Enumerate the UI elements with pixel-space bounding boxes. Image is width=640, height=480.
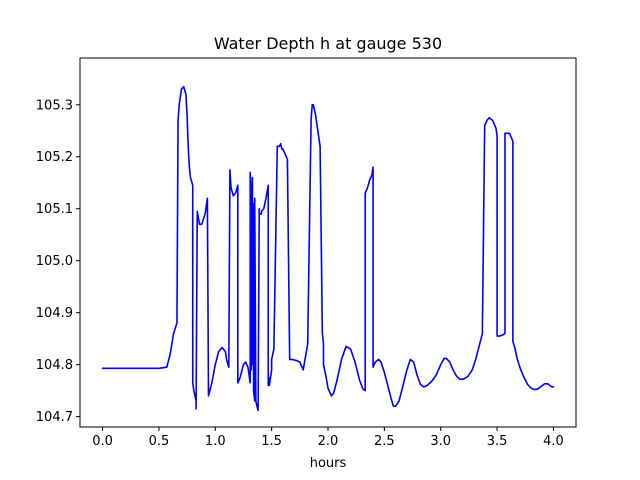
x-tick-label: 3.5 [487, 434, 508, 449]
y-tick-label: 105.0 [36, 254, 73, 269]
y-tick-label: 104.8 [36, 358, 73, 373]
x-tick-label: 3.0 [430, 434, 451, 449]
plot-frame [79, 57, 577, 428]
x-tick-label: 0.5 [149, 434, 170, 449]
chart-title: Water Depth h at gauge 530 [214, 34, 442, 53]
x-tick-label: 2.0 [318, 434, 339, 449]
x-tick-label: 0.0 [92, 434, 113, 449]
water-depth-series-line [101, 85, 555, 412]
y-tick-label: 104.9 [36, 306, 73, 321]
y-tick-label: 105.2 [36, 150, 73, 165]
plot-area [101, 85, 555, 412]
y-tick-label: 105.1 [36, 202, 73, 217]
x-axis-label: hours [310, 456, 347, 471]
x-tick-label: 1.5 [261, 434, 282, 449]
y-tick-label: 104.7 [36, 410, 73, 425]
x-tick-label: 1.0 [205, 434, 226, 449]
y-tick-label: 105.3 [36, 98, 73, 113]
axis-ticks: 0.0 0.5 1.0 1.5 2.0 2.5 3.0 3.5 4.0 104.7 104.8 104… [36, 98, 564, 449]
x-tick-label: 2.5 [374, 434, 395, 449]
x-tick-label: 4.0 [543, 434, 564, 449]
